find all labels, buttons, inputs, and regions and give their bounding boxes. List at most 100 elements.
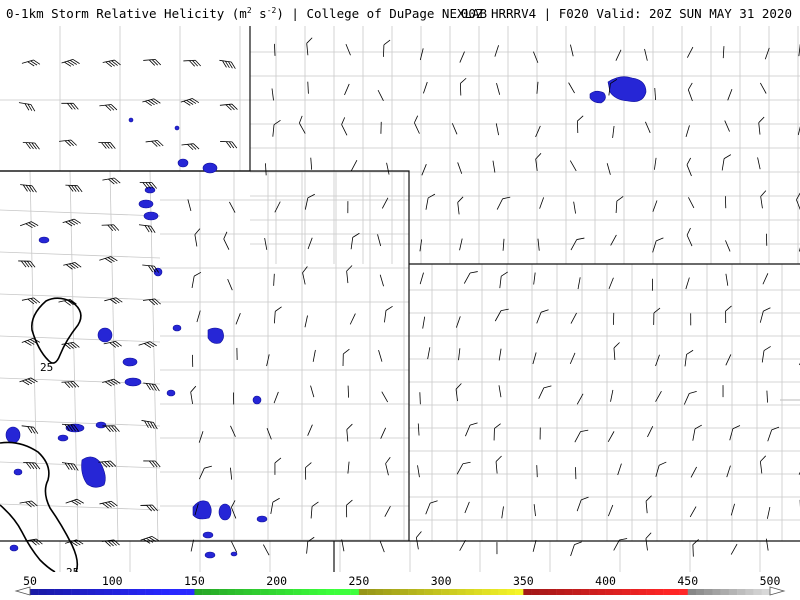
wind-barb (306, 536, 315, 554)
wind-barb (759, 307, 771, 323)
wind-barb (761, 346, 771, 363)
wind-barb (191, 271, 202, 289)
wind-barb (266, 354, 270, 367)
colorbar-cell (367, 589, 376, 595)
wind-barb (61, 59, 80, 67)
wind-barb (570, 541, 582, 557)
wind-barb (99, 500, 118, 509)
wind-barb (270, 497, 280, 515)
colorbar-cell (663, 589, 672, 595)
wind-barb (419, 48, 424, 61)
wind-barb (383, 39, 391, 57)
wind-barb (532, 352, 537, 365)
colorbar-cell (219, 589, 228, 595)
wind-barb (341, 539, 345, 552)
colorbar-cell (720, 589, 730, 595)
wind-barb (495, 123, 499, 136)
wind-barb (61, 423, 79, 432)
wind-barb (725, 273, 729, 286)
wind-barb (345, 43, 351, 56)
county-borders (0, 26, 800, 572)
colorbar-cell (46, 589, 55, 595)
wind-barb (65, 184, 83, 193)
wind-barb (304, 193, 315, 210)
colorbar-cell (202, 589, 212, 595)
colorbar-cell (178, 589, 187, 595)
wind-barb (223, 231, 230, 250)
wind-barb (19, 221, 39, 229)
colorbar-cell (441, 589, 450, 595)
colorbar-cell (564, 589, 573, 595)
wind-barb (298, 115, 306, 134)
wind-barb (380, 427, 387, 439)
wind-barb (570, 312, 577, 324)
wind-barb (198, 465, 212, 480)
colorbar-cell (95, 589, 105, 595)
colorbar-cell (745, 589, 754, 595)
wind-barb (219, 59, 236, 69)
wind-barb (425, 193, 436, 210)
colorbar-cell (622, 589, 631, 595)
wind-barb (455, 316, 461, 328)
wind-barb (143, 382, 160, 392)
contour-line (0, 504, 56, 572)
wind-barb (231, 541, 238, 553)
wind-barb (570, 44, 574, 57)
wind-barb (274, 43, 276, 56)
wind-barb (65, 539, 84, 547)
wind-barb (724, 120, 730, 132)
wind-barb (220, 141, 238, 149)
wind-barb (654, 157, 657, 170)
wind-barb (58, 299, 77, 306)
wind-barb (139, 181, 157, 189)
wind-barb (652, 237, 664, 253)
colorbar-label: 150 (184, 574, 205, 588)
wind-barb (427, 347, 431, 360)
wind-barb (610, 389, 614, 402)
wind-barb (384, 305, 393, 323)
colorbar-cell (432, 589, 442, 595)
wind-barb (272, 120, 281, 137)
wind-barb (758, 116, 765, 135)
wind-barb (98, 460, 117, 468)
wind-barb (102, 378, 121, 387)
wind-barb (725, 354, 732, 366)
colorbar-cell (301, 589, 310, 595)
colorbar-cell (227, 589, 236, 595)
wind-barb (533, 504, 536, 517)
colorbar-cell (449, 589, 458, 595)
colorbar-cell (400, 589, 409, 595)
wind-barb (568, 82, 575, 94)
wind-barb (274, 201, 281, 213)
wind-barb (142, 98, 161, 106)
wind-barb (492, 160, 496, 173)
colorbar-cell (531, 589, 540, 595)
colorbar-cell (613, 589, 623, 595)
wind-barb (655, 354, 660, 367)
wind-barb (574, 429, 589, 443)
wind-barb (142, 298, 161, 306)
wind-barbs (18, 37, 800, 557)
wind-barb (692, 539, 699, 557)
colorbar-cell (391, 589, 401, 595)
colorbar: 50 100 150 200 250 300 350 400 450 500 (14, 574, 786, 596)
colorbar-cell (589, 589, 598, 595)
colorbar-cell (696, 589, 705, 595)
model-run-info: 00Z HRRRV4 | F020 Valid: 20Z SUN MAY 31 … (460, 6, 792, 21)
wind-barb (310, 157, 313, 170)
wind-barb (730, 543, 738, 555)
wind-barb (187, 199, 192, 212)
wind-barb (61, 102, 79, 110)
wind-barb (414, 115, 420, 134)
wind-barb (459, 238, 463, 251)
wind-barb (20, 184, 37, 193)
wind-barb (536, 81, 539, 94)
colorbar-cell (523, 589, 532, 595)
wind-barb (689, 506, 697, 518)
wind-barb (535, 125, 541, 138)
wind-barb (302, 266, 308, 285)
wind-barb (304, 315, 308, 328)
wind-barb (465, 422, 478, 437)
wind-barb (62, 218, 81, 227)
colorbar-cell (62, 589, 72, 595)
